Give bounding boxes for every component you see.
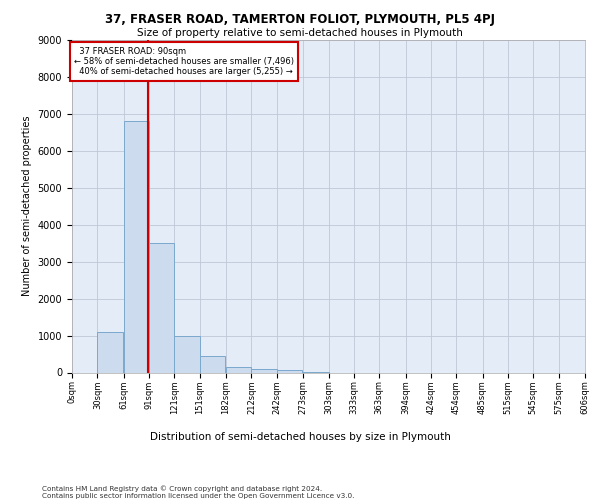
Bar bbox=[251, 369, 277, 372]
Bar bbox=[149, 243, 175, 372]
Text: Size of property relative to semi-detached houses in Plymouth: Size of property relative to semi-detach… bbox=[137, 28, 463, 38]
Text: Distribution of semi-detached houses by size in Plymouth: Distribution of semi-detached houses by … bbox=[149, 432, 451, 442]
Bar bbox=[124, 122, 149, 372]
Bar bbox=[175, 336, 200, 372]
Y-axis label: Number of semi-detached properties: Number of semi-detached properties bbox=[22, 116, 32, 296]
Text: 37, FRASER ROAD, TAMERTON FOLIOT, PLYMOUTH, PL5 4PJ: 37, FRASER ROAD, TAMERTON FOLIOT, PLYMOU… bbox=[105, 12, 495, 26]
Bar bbox=[277, 370, 302, 372]
Bar bbox=[226, 367, 251, 372]
Bar bbox=[200, 356, 225, 372]
Text: Contains HM Land Registry data © Crown copyright and database right 2024.
Contai: Contains HM Land Registry data © Crown c… bbox=[42, 486, 355, 499]
Bar bbox=[97, 332, 123, 372]
Text: 37 FRASER ROAD: 90sqm
← 58% of semi-detached houses are smaller (7,496)
  40% of: 37 FRASER ROAD: 90sqm ← 58% of semi-deta… bbox=[74, 46, 293, 76]
